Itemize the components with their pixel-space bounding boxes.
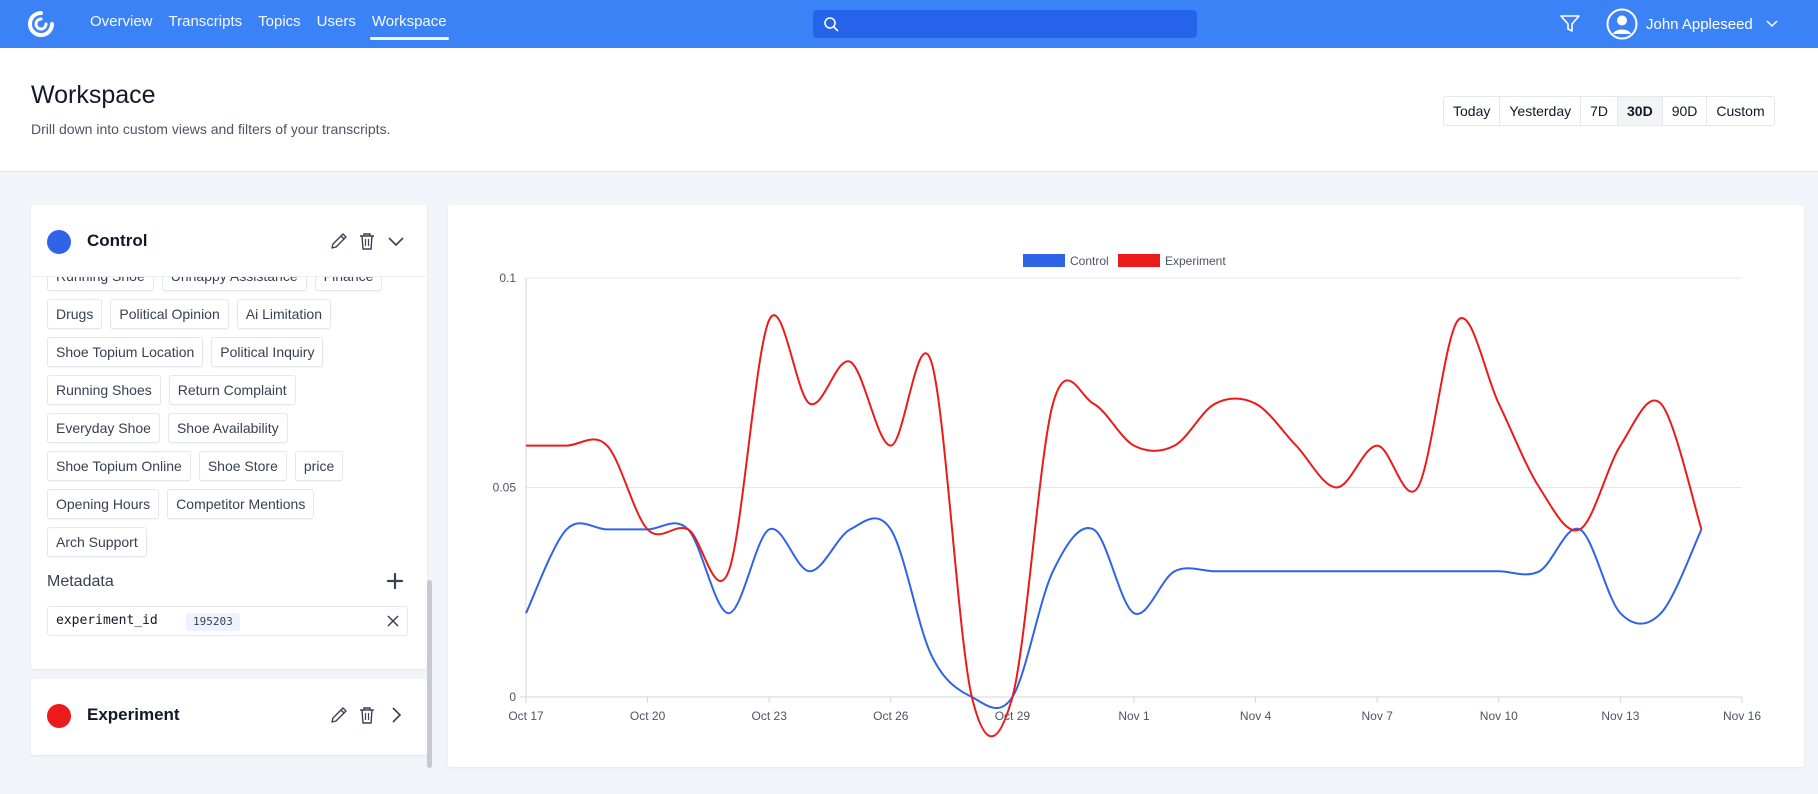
page-subtitle: Drill down into custom views and filters… [31, 121, 391, 137]
edit-pencil-icon[interactable] [328, 704, 350, 726]
range-7d-button[interactable]: 7D [1580, 97, 1617, 125]
filter-icon[interactable] [1559, 14, 1581, 34]
series-line-control [525, 517, 1703, 710]
tag-row: Opening Hours Competitor Mentions [47, 489, 407, 519]
page-header: Workspace Drill down into custom views a… [0, 48, 1818, 172]
topic-tag[interactable]: Political Opinion [110, 299, 229, 329]
topic-tag[interactable]: Drugs [47, 299, 103, 329]
metadata-value-badge: 195203 [186, 613, 240, 631]
x-tick-label: Oct 17 [508, 709, 544, 723]
chevron-down-icon[interactable] [385, 230, 407, 252]
control-color-dot [47, 230, 71, 254]
tag-row: Drugs Political Opinion Ai Limitation [47, 299, 407, 329]
topic-tag[interactable]: Shoe Availability [167, 413, 288, 443]
experiment-color-dot [47, 704, 71, 728]
user-menu[interactable]: John Appleseed [1606, 8, 1779, 40]
metadata-key: experiment_id [56, 613, 158, 628]
y-tick-label: 0.1 [499, 271, 516, 285]
control-group-card: Running ShoeUnhappy AssistanceFinanceDru… [31, 205, 427, 669]
main-nav: Overview Transcripts Topics Users Worksp… [82, 0, 455, 48]
x-tick-label: Nov 1 [1118, 709, 1150, 723]
range-yesterday-button[interactable]: Yesterday [1499, 97, 1580, 125]
legend-swatch [1023, 254, 1065, 267]
panel-scrollbar[interactable] [427, 580, 432, 768]
search-input[interactable] [847, 10, 1187, 38]
x-tick-label: Oct 29 [995, 709, 1031, 723]
experiment-group-name: Experiment [87, 705, 180, 724]
delete-trash-icon[interactable] [356, 230, 378, 252]
topic-tag[interactable]: Shoe Topium Location [47, 337, 204, 367]
control-group-header[interactable]: Control [31, 205, 427, 277]
groups-panel: Running ShoeUnhappy AssistanceFinanceDru… [31, 205, 427, 769]
series-line-experiment [526, 314, 1703, 738]
topic-tag[interactable]: Political Inquiry [211, 337, 324, 367]
chevron-right-icon[interactable] [385, 704, 407, 726]
x-tick-label: Oct 26 [873, 709, 909, 723]
x-tick-label: Oct 20 [630, 709, 666, 723]
tag-row: Everyday Shoe Shoe Availability [47, 413, 407, 443]
y-tick-label: 0 [509, 690, 516, 704]
topic-tag[interactable]: Competitor Mentions [167, 489, 315, 519]
remove-metadata-close-icon[interactable] [386, 614, 400, 628]
y-tick-label: 0.05 [493, 481, 517, 495]
line-chart: 0 0.05 0.1 Oct 17 Oct 20 Oct 23 Oct 26 Oct 29 No… [493, 254, 1761, 738]
user-avatar-icon [1606, 8, 1638, 40]
legend-swatch [1118, 254, 1160, 267]
range-30d-button[interactable]: 30D [1617, 97, 1662, 125]
range-custom-button[interactable]: Custom [1706, 97, 1773, 125]
x-tick-label: Nov 16 [1723, 709, 1761, 723]
topic-tag[interactable]: Arch Support [47, 527, 147, 557]
x-tick-label: Nov 4 [1240, 709, 1272, 723]
user-name: John Appleseed [1646, 15, 1753, 33]
metadata-filter[interactable]: experiment_id 195203 [47, 606, 408, 636]
top-navbar: Overview Transcripts Topics Users Worksp… [0, 0, 1818, 48]
topic-tag[interactable]: Shoe Store [198, 451, 287, 481]
topic-tag[interactable]: Return Complaint [168, 375, 296, 405]
tag-row: Shoe Topium Online Shoe Store price [47, 451, 407, 481]
metadata-label: Metadata [47, 573, 114, 590]
nav-overview[interactable]: Overview [90, 13, 153, 30]
date-range-selector: Today Yesterday 7D 30D 90D Custom [1443, 96, 1775, 126]
x-tick-label: Oct 23 [752, 709, 788, 723]
nav-workspace[interactable]: Workspace [364, 0, 455, 48]
nav-topics[interactable]: Topics [258, 13, 301, 30]
topic-tag[interactable]: Everyday Shoe [47, 413, 160, 443]
nav-transcripts[interactable]: Transcripts [168, 13, 243, 30]
app-logo-icon[interactable] [28, 11, 54, 37]
experiment-group-card[interactable]: Experiment [31, 679, 427, 755]
legend-label[interactable]: Experiment [1165, 254, 1226, 268]
search-icon [824, 17, 839, 32]
edit-pencil-icon[interactable] [328, 230, 350, 252]
topic-tag[interactable]: Opening Hours [47, 489, 160, 519]
tag-row: Arch Support [47, 527, 407, 557]
delete-trash-icon[interactable] [356, 704, 378, 726]
tag-row: Shoe Topium Location Political Inquiry [47, 337, 407, 367]
x-tick-label: Nov 13 [1601, 709, 1639, 723]
control-group-name: Control [87, 231, 148, 250]
topic-tags: Running ShoeUnhappy AssistanceFinanceDru… [47, 261, 407, 565]
topic-tag[interactable]: Ai Limitation [236, 299, 332, 329]
chevron-down-icon [1766, 20, 1778, 28]
x-tick-label: Nov 7 [1362, 709, 1394, 723]
x-tick-label: Nov 10 [1480, 709, 1518, 723]
nav-users[interactable]: Users [316, 13, 356, 30]
topic-tag[interactable]: Running Shoes [47, 375, 161, 405]
legend-label[interactable]: Control [1070, 254, 1109, 268]
topic-tag[interactable]: price [294, 451, 344, 481]
range-90d-button[interactable]: 90D [1661, 97, 1707, 125]
topic-tag[interactable]: Shoe Topium Online [47, 451, 191, 481]
search-bar [813, 10, 1197, 38]
range-today-button[interactable]: Today [1453, 103, 1491, 119]
add-metadata-plus-icon[interactable] [386, 572, 404, 590]
tag-row: Running Shoes Return Complaint [47, 375, 407, 405]
chart-card: 0 0.05 0.1 Oct 17 Oct 20 Oct 23 Oct 26 Oct 29 No… [448, 205, 1804, 767]
page-title: Workspace [31, 81, 156, 109]
